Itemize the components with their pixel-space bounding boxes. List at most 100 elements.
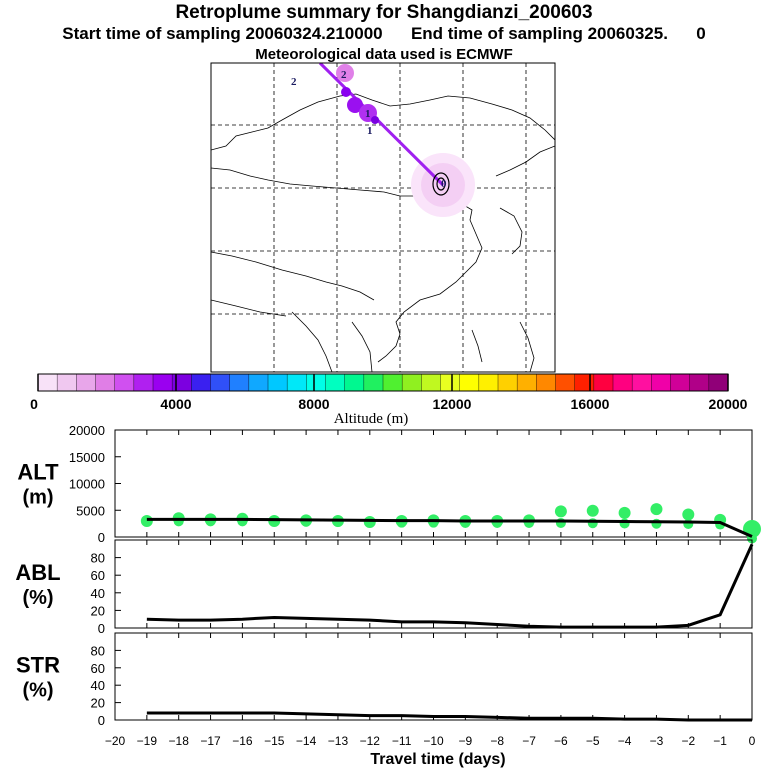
plume-label: 1 <box>365 108 371 120</box>
panel-ylabel-unit: (%) <box>22 587 53 609</box>
y-tick-label: 5000 <box>76 503 105 518</box>
map-background <box>211 63 555 372</box>
x-axis-label: Travel time (days) <box>370 751 505 768</box>
x-tick-label: −15 <box>264 734 285 748</box>
colorbar-cell <box>153 374 173 391</box>
panel-ylabel: STR <box>16 653 60 678</box>
y-tick-label: 0 <box>98 713 105 728</box>
panel-ylabel: ALT <box>17 460 59 485</box>
colorbar-cell <box>38 374 58 391</box>
map-coastlines <box>211 93 555 372</box>
colorbar-cell <box>133 374 154 391</box>
panel-frame <box>114 539 753 629</box>
y-tick-label: 60 <box>91 661 105 676</box>
panel-alt: 20000 15000 10000 5000 0 ALT(m) <box>17 423 761 545</box>
colorbar-cell <box>459 374 480 391</box>
altitude-dot <box>682 508 695 521</box>
plume-cloud-1c <box>371 116 379 124</box>
colorbar-cell <box>114 374 135 391</box>
plume-centroid-line <box>318 63 445 187</box>
x-tick-label: −5 <box>586 734 600 748</box>
colorbar-cell <box>325 374 346 391</box>
colorbar-cell <box>287 374 307 391</box>
x-tick-label: −13 <box>328 734 349 748</box>
plume-cloud-1 <box>347 97 363 113</box>
colorbar-cell <box>478 374 499 391</box>
colorbar-tick-label: 8000 <box>298 396 329 412</box>
map-frame <box>210 62 556 373</box>
colorbar-cell <box>440 374 461 391</box>
meteo-data-note: Meteorological data used is ECMWF <box>255 46 513 63</box>
map-panel: 0 1 1 2 2 <box>210 62 556 373</box>
x-tick-label: −12 <box>360 734 381 748</box>
colorbar-cell <box>248 374 269 391</box>
plume-labels: 0 1 1 2 2 <box>291 69 447 190</box>
colorbar-cell <box>498 374 518 391</box>
plume-cloud-2b <box>341 87 351 97</box>
colorbar-cell <box>191 374 211 391</box>
panel-ylabel-unit: (m) <box>22 487 53 509</box>
colorbar-tick-label: 4000 <box>160 396 191 412</box>
time-series-panels: 20000150001000050000ALT(m)806040200ABL(%… <box>15 423 761 768</box>
colorbar-tick-label: 0 <box>30 396 38 412</box>
colorbar-tick-label: 16000 <box>571 396 610 412</box>
x-tick-label: −16 <box>232 734 253 748</box>
x-tick-label: −10 <box>423 734 444 748</box>
x-tick-label: −2 <box>681 734 695 748</box>
x-tick-label: −9 <box>459 734 473 748</box>
sampling-times: Start time of sampling 20060324.210000 E… <box>62 24 706 43</box>
altitude-dot <box>650 503 663 516</box>
colorbar-cell <box>670 374 691 391</box>
x-tick-label: −11 <box>392 734 412 748</box>
colorbar-tick-label: 20000 <box>709 396 748 412</box>
x-tick-label: 0 <box>749 734 756 748</box>
chart-title: Retroplume summary for Shangdianzi_20060… <box>175 2 593 23</box>
altitude-dot <box>554 505 567 518</box>
y-tick-label: 80 <box>91 643 105 658</box>
plume-label: 1 <box>367 125 373 137</box>
x-tick-label: −17 <box>200 734 221 748</box>
plume-label: 2 <box>291 76 297 88</box>
series-line-abl <box>146 543 754 629</box>
series-line-str <box>146 711 752 722</box>
colorbar-cell <box>517 374 537 391</box>
x-tick-label: −18 <box>169 734 190 748</box>
colorbar-cell <box>402 374 422 391</box>
altitude-colorbar: 0 4000 8000 12000 16000 20000 Altitude (m) <box>30 373 748 427</box>
y-tick-label: 20 <box>91 603 105 618</box>
y-tick-label: 0 <box>98 530 105 545</box>
colorbar-cell <box>306 374 326 391</box>
colorbar-tick-label: 12000 <box>433 396 472 412</box>
station-contour-inner <box>436 177 446 191</box>
colorbar-cell <box>421 374 441 391</box>
colorbar-cell <box>574 374 595 391</box>
colorbar-cell <box>555 374 576 391</box>
x-tick-label: −20 <box>105 734 126 748</box>
plume-label: 2 <box>341 69 347 81</box>
y-tick-label: 20000 <box>69 423 105 438</box>
y-tick-label: 10000 <box>69 477 105 492</box>
x-tick-label: −4 <box>618 734 632 748</box>
panel-frame <box>114 632 753 721</box>
x-tick-label: −1 <box>713 734 727 748</box>
x-tick-label: −8 <box>490 734 504 748</box>
x-tick-label: −14 <box>296 734 317 748</box>
colorbar-cell <box>95 374 116 391</box>
colorbar-cell <box>632 374 652 391</box>
colorbar-cell <box>76 374 96 391</box>
colorbar-cell <box>172 374 192 391</box>
y-tick-label: 40 <box>91 678 105 693</box>
panel-ylabel: ABL <box>15 560 60 585</box>
x-tick-label: −6 <box>554 734 568 748</box>
y-tick-label: 60 <box>91 568 105 583</box>
colorbar-cell <box>229 374 250 391</box>
x-tick-label: −3 <box>650 734 664 748</box>
colorbar-cell <box>363 374 384 391</box>
colorbar-cell <box>651 374 671 391</box>
y-tick-label: 0 <box>98 621 105 636</box>
plume-label: 0 <box>441 178 447 190</box>
altitude-dot <box>586 504 599 517</box>
plume-cloud-2 <box>336 64 354 82</box>
colorbar-cell <box>344 374 365 391</box>
